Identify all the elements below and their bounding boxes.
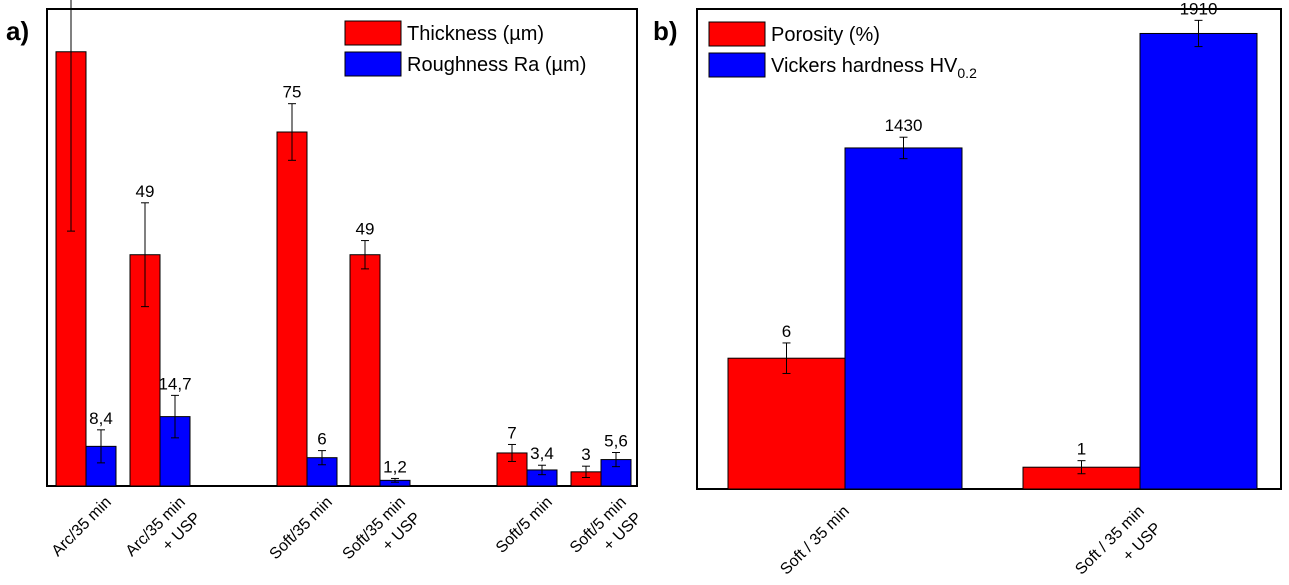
panel-b-legend: Porosity (%) Vickers hardness HV0.2 xyxy=(708,21,977,81)
bar-thickness-4-value-label: 7 xyxy=(507,423,516,442)
bar-hardness-0-value-label: 1430 xyxy=(885,116,923,135)
x-tick-label-4-line: Soft/5 min xyxy=(493,494,556,557)
legend-label-thickness: Thickness (µm) xyxy=(407,23,544,45)
x-tick-label-2-line: Soft/35 min xyxy=(267,494,336,563)
legend-label-roughness: Roughness Ra (µm) xyxy=(407,54,586,76)
panel-a-legend: Thickness (µm) Roughness Ra (µm) xyxy=(344,20,586,77)
x-tick-label-4: Soft/5 min xyxy=(493,494,556,557)
bar-hardness-1 xyxy=(1139,32,1258,490)
bar-hardness-1-value-label: 1910 xyxy=(1180,0,1218,18)
bar-hardness-0 xyxy=(844,147,963,490)
x-tick-label-2: Soft/35 min xyxy=(267,494,336,563)
bar-roughness-3-value-label: 1,2 xyxy=(383,457,407,476)
legend-swatch-thickness xyxy=(344,20,402,46)
panel-a-tick-labels: Arc/35 min Arc/35 min+ USP Soft/35 min Soft… xyxy=(49,494,646,579)
bar-roughness-2-value-label: 6 xyxy=(317,430,326,449)
legend-swatch-roughness xyxy=(344,51,402,77)
bar-roughness-5-value-label: 5,6 xyxy=(604,431,628,450)
x-tick-label-0-line: Arc/35 min xyxy=(49,494,115,560)
x-tick-label-b-1: Soft / 35 min+ USP xyxy=(1072,503,1165,585)
x-tick-label-3: Soft/35 min+ USP xyxy=(340,494,425,579)
bar-thickness-2-value-label: 75 xyxy=(283,83,302,102)
bar-thickness-3 xyxy=(349,254,381,487)
bar-thickness-2 xyxy=(276,131,308,487)
bar-roughness-4-value-label: 3,4 xyxy=(530,444,554,463)
x-tick-label-0: Arc/35 min xyxy=(49,494,115,560)
x-tick-label-5: Soft/5 min+ USP xyxy=(567,494,646,573)
panel-b-bars: 6 1430 1 1910 xyxy=(727,0,1258,490)
legend-label-porosity: Porosity (%) xyxy=(771,24,880,46)
bar-thickness-1-value-label: 49 xyxy=(136,182,155,201)
x-tick-label-1: Arc/35 min+ USP xyxy=(123,494,205,576)
panel-b-plot-area xyxy=(696,8,1282,490)
bar-porosity-0-value-label: 6 xyxy=(782,322,791,341)
bar-porosity-1-value-label: 1 xyxy=(1077,440,1086,459)
bar-porosity-0 xyxy=(727,357,846,490)
legend-swatch-hardness xyxy=(708,52,766,78)
panel-a-plot-area xyxy=(46,8,638,487)
panel-b-tick-labels: Soft / 35 min Soft / 35 min+ USP xyxy=(777,503,1165,585)
panel-a-label: a) xyxy=(6,16,29,46)
bar-roughness-1-value-label: 14,7 xyxy=(158,374,191,393)
legend-label-hardness-main: Vickers hardness HV xyxy=(771,55,958,77)
bar-thickness-3-value-label: 49 xyxy=(356,220,375,239)
legend-label-hardness: Vickers hardness HV0.2 xyxy=(771,55,977,81)
bar-roughness-0-value-label: 8,4 xyxy=(89,409,113,428)
x-tick-label-b-0: Soft / 35 min xyxy=(777,503,853,579)
legend-swatch-porosity xyxy=(708,21,766,47)
legend-label-hardness-sub: 0.2 xyxy=(957,65,977,81)
x-tick-label-b-0-line: Soft / 35 min xyxy=(777,503,853,579)
panel-b-label: b) xyxy=(653,16,678,46)
bar-thickness-5-value-label: 3 xyxy=(581,445,590,464)
